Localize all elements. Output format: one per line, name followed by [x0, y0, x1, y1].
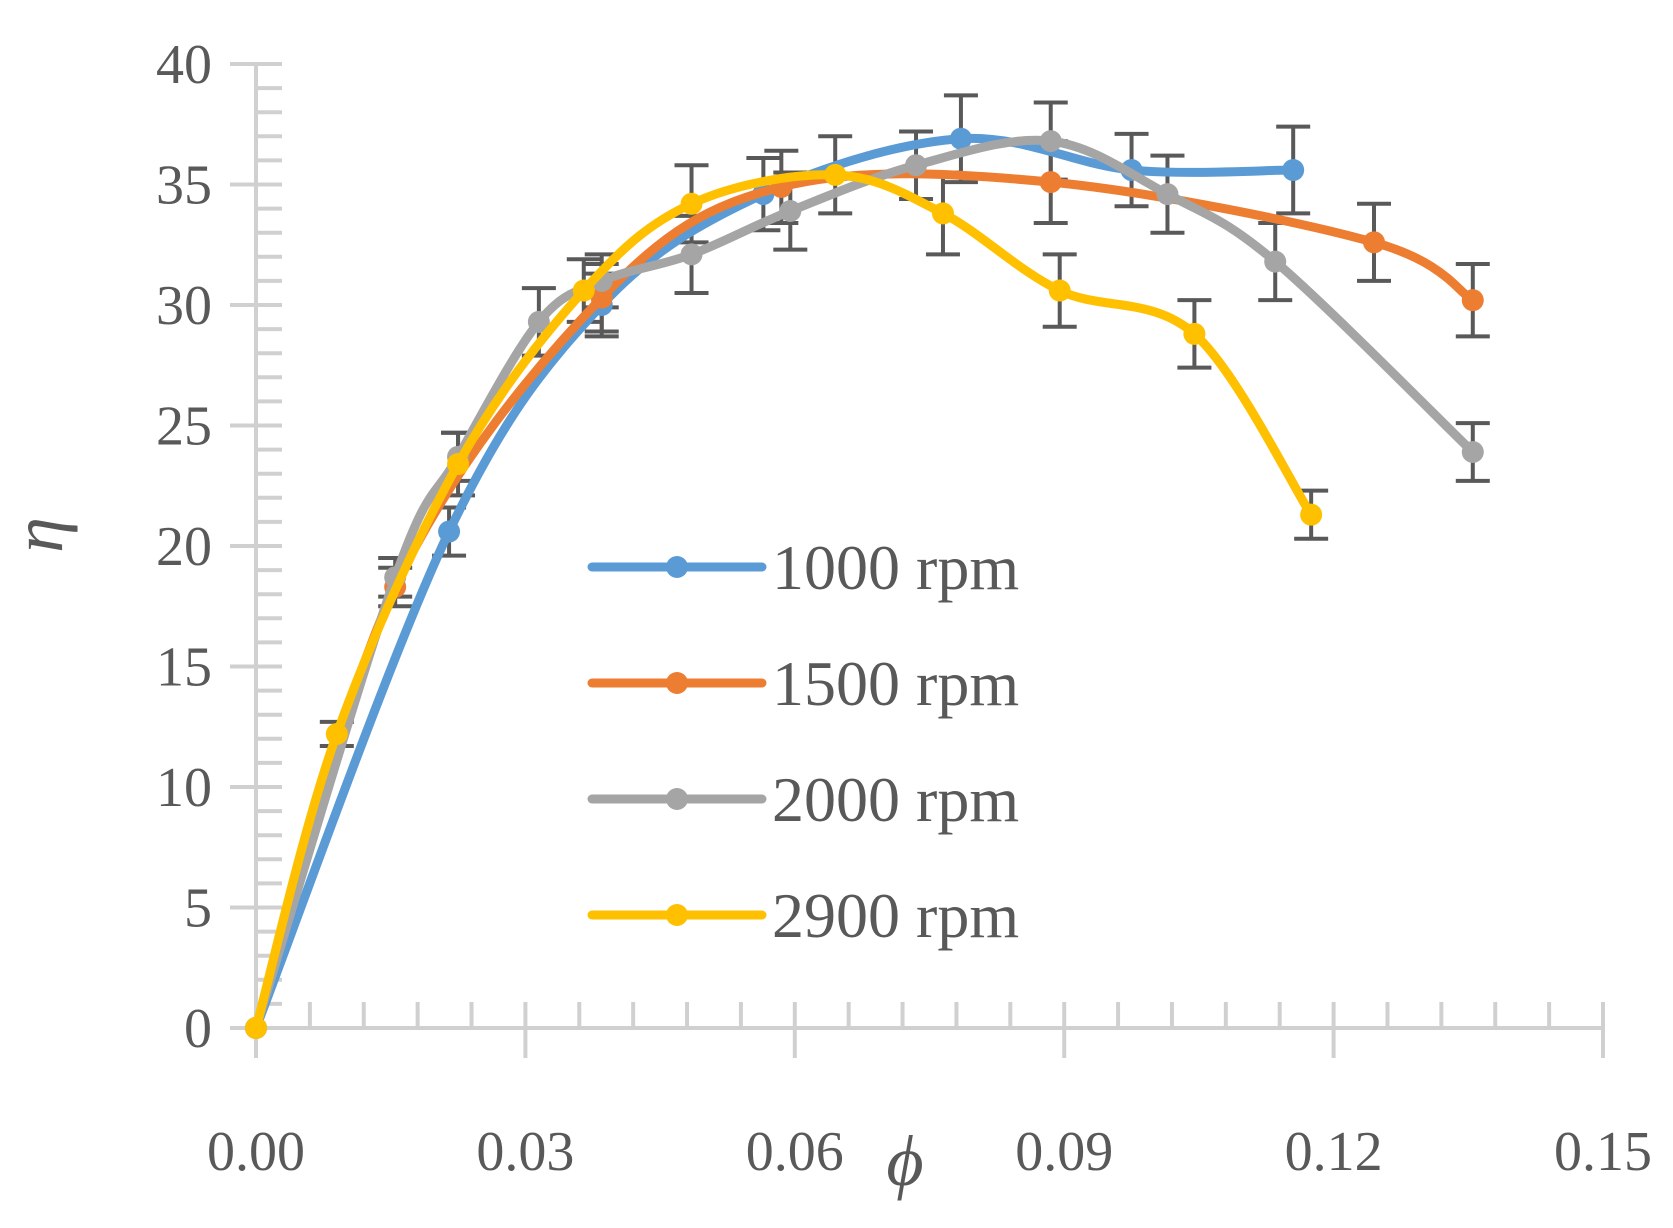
data-point: [1048, 279, 1071, 302]
y-tick-label: 25: [156, 396, 212, 458]
legend-swatch-marker: [666, 788, 688, 810]
data-point: [572, 279, 595, 302]
data-point: [824, 163, 847, 186]
data-point: [527, 310, 550, 333]
x-tick-label: 0.00: [207, 1121, 305, 1183]
data-point: [949, 127, 972, 150]
y-tick-label: 35: [156, 155, 212, 217]
y-tick-label: 5: [184, 878, 212, 940]
data-point: [1156, 183, 1179, 206]
data-point: [1039, 130, 1062, 153]
x-axis-title: ϕ: [886, 1121, 923, 1201]
legend-label: 1500 rpm: [772, 648, 1019, 719]
series-lines: [245, 127, 1484, 1039]
x-tick-label: 0.15: [1554, 1121, 1652, 1183]
legend-swatch-marker: [666, 556, 688, 578]
data-point: [438, 520, 461, 543]
data-point: [1363, 231, 1386, 254]
legend-label: 2900 rpm: [772, 880, 1019, 951]
data-point: [680, 243, 703, 266]
data-point: [680, 192, 703, 215]
data-point: [1183, 322, 1206, 345]
x-tick-label: 0.03: [476, 1121, 574, 1183]
data-point: [1461, 441, 1484, 464]
data-point: [1282, 159, 1305, 182]
legend-label: 2000 rpm: [772, 764, 1019, 835]
x-tick-label: 0.06: [746, 1121, 844, 1183]
y-axis-title: η: [0, 517, 78, 553]
series-line: [251, 135, 1478, 1033]
legend-swatch-marker: [666, 672, 688, 694]
legend-swatch-marker: [666, 904, 688, 926]
axes: 0 5 10 15 20 25 30 35 40 0.00 0.03 0.06 0.09 0.12 0.15: [156, 34, 1652, 1183]
y-tick-label: 0: [184, 998, 212, 1060]
data-point: [931, 202, 954, 225]
data-point: [905, 154, 928, 177]
y-tick-label: 10: [156, 757, 212, 819]
data-point: [245, 1017, 267, 1039]
data-point: [447, 453, 470, 476]
data-point: [779, 200, 802, 223]
y-tick-label: 40: [156, 34, 212, 96]
data-point: [1461, 289, 1484, 312]
data-point: [1039, 171, 1062, 194]
data-point: [1264, 250, 1287, 273]
legend: 1000 rpm 1500 rpm 2000 rpm 2900 rpm: [587, 532, 1019, 951]
y-tick-label: 30: [156, 275, 212, 337]
data-point: [325, 722, 348, 745]
data-point: [1300, 503, 1323, 526]
legend-label: 1000 rpm: [772, 532, 1019, 603]
y-tick-label: 20: [156, 516, 212, 578]
x-tick-label: 0.09: [1015, 1121, 1113, 1183]
x-tick-label: 0.12: [1285, 1121, 1383, 1183]
data-point: [590, 286, 613, 309]
series-line: [251, 133, 1298, 1033]
y-tick-label: 15: [156, 637, 212, 699]
